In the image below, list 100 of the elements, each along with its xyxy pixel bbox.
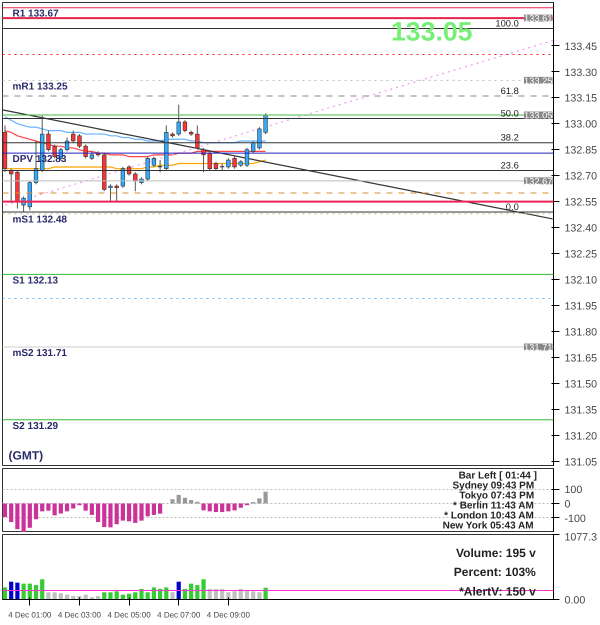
- bar: [2, 504, 8, 518]
- annotation: 133.25: [524, 76, 552, 86]
- x-tick-label: 4 Dec 03:00: [58, 610, 102, 620]
- y-tick-label: 1077.3: [564, 532, 598, 544]
- y-tick-label: 131.35: [564, 404, 598, 416]
- bar: [226, 504, 230, 512]
- bar: [257, 498, 262, 504]
- annotation: Sydney 09:43 PM: [452, 480, 534, 492]
- annotation: Volume: 195 v: [456, 546, 536, 560]
- bar: [102, 592, 106, 600]
- y-tick-label: 131.20: [564, 430, 598, 442]
- x-tick-label: 4 Dec 01:00: [8, 610, 52, 620]
- y-tick-label: -100: [564, 512, 586, 525]
- bar: [46, 504, 51, 511]
- bar: [133, 504, 138, 523]
- annotation: * London 10:43 AM: [444, 510, 534, 522]
- bar: [214, 504, 218, 512]
- bar: [176, 582, 181, 600]
- bar: [220, 504, 224, 512]
- bar: [238, 504, 243, 508]
- bar: [251, 591, 256, 600]
- annotation: Percent: 103%: [454, 565, 536, 580]
- ref-line-label: S1 132.13: [12, 275, 59, 286]
- bar: [71, 504, 76, 508]
- annotation: 133.61: [524, 14, 552, 24]
- bar: [164, 587, 168, 600]
- bar: [158, 504, 162, 514]
- x-tick-label: 4 Dec 07:00: [157, 610, 201, 620]
- bar: [189, 500, 194, 504]
- bar: [232, 504, 237, 510]
- bar: [201, 504, 206, 510]
- bar: [195, 585, 200, 600]
- annotation: (GMT): [8, 448, 44, 462]
- bar: [146, 504, 150, 516]
- ref-line-label: mS1 132.48: [12, 214, 68, 226]
- y-tick-label: 133.15: [564, 92, 598, 105]
- annotation: * Berlin 11:43 AM: [453, 500, 534, 512]
- bar: [15, 504, 20, 530]
- annotation: 38.2: [500, 132, 519, 143]
- bar: [58, 593, 63, 600]
- bar: [208, 504, 212, 512]
- y-tick-label: 132.70: [564, 170, 598, 183]
- bar: [152, 504, 156, 515]
- y-tick-label: 131.50: [564, 378, 598, 390]
- bar: [146, 592, 150, 600]
- bar: [28, 584, 32, 600]
- ref-line-label: R1 133.67: [12, 8, 60, 20]
- ref-line-label: mS2 131.71: [12, 348, 68, 360]
- annotation: 61.8: [500, 86, 519, 96]
- y-tick-label: 133.45: [564, 40, 598, 53]
- bar: [21, 504, 26, 532]
- candlestick: [108, 184, 113, 202]
- y-tick-label: 131.65: [564, 352, 598, 364]
- y-tick-label: 0.00: [564, 594, 586, 606]
- bar: [263, 492, 268, 504]
- bar: [182, 498, 188, 504]
- bar: [126, 504, 132, 522]
- annotation: 131.71: [524, 342, 552, 353]
- x-tick-label: 4 Dec 05:00: [108, 610, 152, 620]
- y-tick-label: 132.40: [564, 222, 598, 235]
- bar: [34, 504, 38, 520]
- y-tick-label: 131.05: [564, 456, 598, 468]
- ref-line-label: S2 131.29: [12, 420, 59, 432]
- bar: [108, 504, 113, 528]
- y-tick-label: 0: [564, 498, 570, 510]
- bar: [102, 504, 106, 528]
- y-tick-label: 100: [564, 484, 582, 496]
- bar: [71, 596, 76, 600]
- y-tick-label: 131.95: [564, 300, 598, 312]
- x-tick-label: 4 Dec 09:00: [206, 610, 250, 620]
- y-tick-label: 132.55: [564, 196, 598, 209]
- bar: [220, 588, 224, 600]
- y-tick-label: 133.30: [564, 66, 598, 79]
- bar: [96, 504, 100, 522]
- y-tick-label: 131.80: [564, 326, 598, 338]
- bar: [52, 504, 57, 516]
- y-tick-label: 132.85: [564, 144, 598, 157]
- bar: [114, 591, 119, 600]
- y-tick-label: 132.10: [564, 274, 598, 287]
- bar: [64, 504, 70, 512]
- annotation: Bar Left [ 01:44 ]: [458, 470, 537, 482]
- annotation: 133.05: [524, 110, 552, 121]
- annotation: Tokyo 07:43 PM: [459, 490, 534, 502]
- bar: [139, 504, 144, 521]
- bar: [9, 504, 14, 522]
- annotation: 100.0: [495, 18, 519, 28]
- bar: [40, 504, 44, 512]
- bar: [170, 499, 175, 504]
- bar: [9, 582, 14, 600]
- annotation: 0.0: [506, 202, 519, 212]
- ref-line-label: mR1 133.25: [12, 81, 68, 92]
- annotation: 23.6: [500, 160, 519, 170]
- bar: [40, 579, 44, 600]
- y-tick-label: 132.25: [564, 248, 598, 261]
- bar: [208, 588, 212, 600]
- annotation: New York 05:43 AM: [442, 520, 534, 532]
- bar: [120, 504, 125, 521]
- annotation: 132.67: [524, 176, 552, 186]
- bar: [176, 494, 181, 504]
- y-tick-label: 133.00: [564, 118, 598, 131]
